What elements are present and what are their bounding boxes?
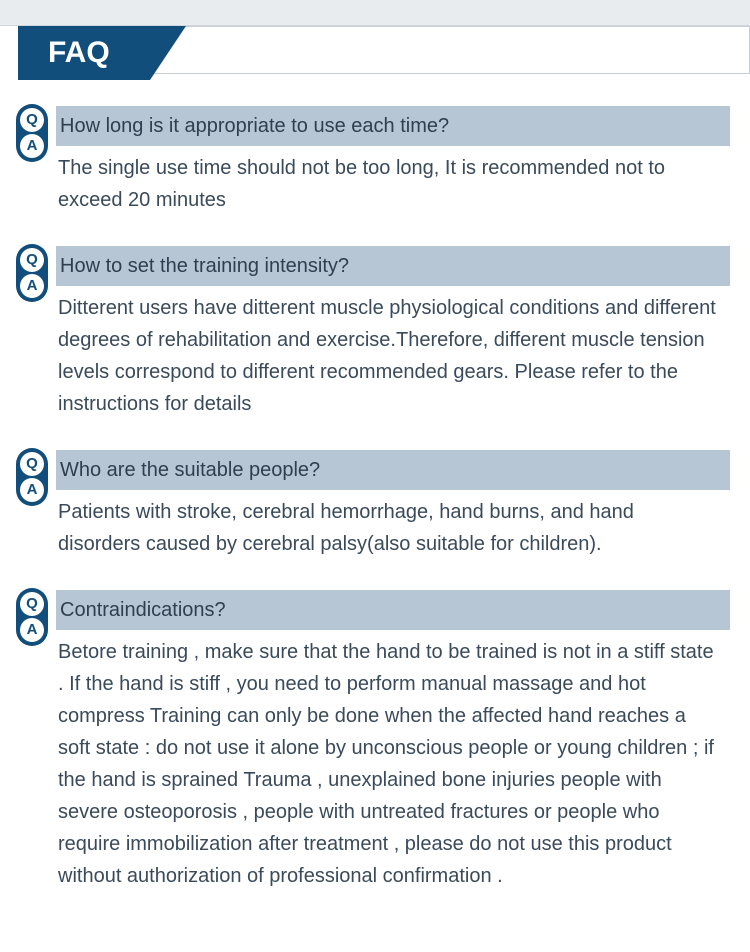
faq-item: Q A Contraindications? Betore training ,…: [16, 590, 730, 892]
qa-pill: Q A: [16, 588, 48, 646]
question-text: Who are the suitable people?: [56, 450, 730, 490]
question-text: Contraindications?: [56, 590, 730, 630]
faq-header: FAQ: [0, 26, 750, 80]
answer-text: Patients with stroke, cerebral hemorrhag…: [56, 490, 730, 560]
qa-badge: Q A: [16, 244, 48, 302]
top-bar: [0, 0, 750, 26]
qa-pill: Q A: [16, 244, 48, 302]
question-text: How to set the training intensity?: [56, 246, 730, 286]
a-icon: A: [20, 274, 44, 298]
faq-title: FAQ: [18, 26, 150, 80]
q-icon: Q: [20, 592, 44, 616]
q-icon: Q: [20, 248, 44, 272]
faq-item: Q A How long is it appropriate to use ea…: [16, 106, 730, 216]
qa-badge: Q A: [16, 588, 48, 646]
a-icon: A: [20, 134, 44, 158]
q-icon: Q: [20, 452, 44, 476]
qa-pill: Q A: [16, 448, 48, 506]
q-icon: Q: [20, 108, 44, 132]
qa-badge: Q A: [16, 448, 48, 506]
faq-list: Q A How long is it appropriate to use ea…: [0, 80, 750, 952]
faq-item: Q A Who are the suitable people? Patient…: [16, 450, 730, 560]
qa-badge: Q A: [16, 104, 48, 162]
answer-text: Ditterent users have ditterent muscle ph…: [56, 286, 730, 420]
faq-item: Q A How to set the training intensity? D…: [16, 246, 730, 420]
header-rule: [110, 26, 750, 74]
answer-text: Betore training , make sure that the han…: [56, 630, 730, 892]
question-text: How long is it appropriate to use each t…: [56, 106, 730, 146]
a-icon: A: [20, 618, 44, 642]
qa-pill: Q A: [16, 104, 48, 162]
a-icon: A: [20, 478, 44, 502]
answer-text: The single use time should not be too lo…: [56, 146, 730, 216]
